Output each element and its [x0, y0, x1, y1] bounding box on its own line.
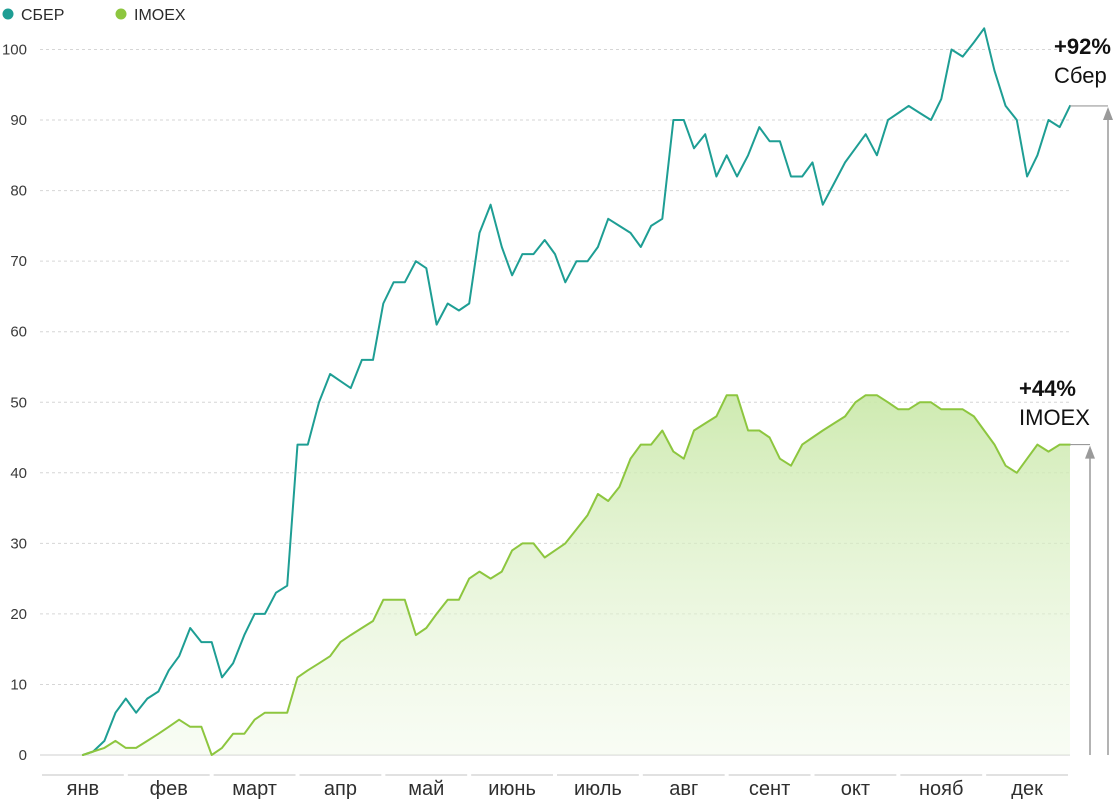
- x-tick-label: июль: [574, 778, 622, 800]
- series-line-sber: [81, 27, 1071, 756]
- legend-label-imoex: IMOEX: [134, 7, 186, 24]
- x-tick-label: янв: [67, 778, 100, 800]
- y-tick-label: 50: [10, 394, 27, 411]
- annotations: +92% Сбер +44% IMOEX: [1019, 34, 1113, 755]
- series-line-imoex: [81, 394, 1071, 756]
- x-tick-label: дек: [1011, 778, 1043, 800]
- legend-marker-imoex: [115, 8, 127, 20]
- y-tick-label: 20: [10, 606, 27, 623]
- annotation-value-imoex: +44%: [1019, 376, 1076, 401]
- y-tick-label: 90: [10, 112, 27, 129]
- x-axis: янв фев март апр май июнь июль авг сент окт нояб де…: [42, 774, 1068, 800]
- x-tick-label: нояб: [919, 778, 963, 800]
- y-tick-label: 100: [2, 42, 27, 59]
- series-area-imoex: [82, 395, 1070, 755]
- x-tick-label: авг: [669, 778, 698, 800]
- legend-label-sber: СБЕР: [21, 7, 64, 24]
- x-tick-label: окт: [841, 778, 870, 800]
- annotation-label-imoex: IMOEX: [1019, 405, 1090, 430]
- legend: СБЕР IMOEX: [2, 7, 186, 24]
- y-tick-label: 80: [10, 183, 27, 200]
- x-tick-label: сент: [749, 778, 790, 800]
- y-tick-label: 0: [19, 747, 27, 764]
- legend-marker-sber: [2, 8, 14, 20]
- annotation-arrow-head-imoex: [1085, 445, 1095, 459]
- y-tick-label: 70: [10, 253, 27, 270]
- y-tick-label: 30: [10, 535, 27, 552]
- y-tick-label: 10: [10, 676, 27, 693]
- annotation-value-sber: +92%: [1054, 34, 1111, 59]
- area-layer: [82, 395, 1070, 755]
- lines-layer: [81, 27, 1071, 756]
- y-axis: 0 10 20 30 40 50 60 70 80 90 100: [2, 42, 27, 765]
- y-tick-label: 40: [10, 465, 27, 482]
- x-tick-label: апр: [324, 778, 357, 800]
- x-tick-label: март: [232, 778, 277, 800]
- x-tick-label: май: [408, 778, 444, 800]
- annotation-arrow-head-sber: [1103, 106, 1113, 120]
- y-tick-label: 60: [10, 324, 27, 341]
- x-tick-label: июнь: [488, 778, 536, 800]
- annotation-label-sber: Сбер: [1054, 63, 1107, 88]
- x-tick-label: фев: [150, 778, 188, 800]
